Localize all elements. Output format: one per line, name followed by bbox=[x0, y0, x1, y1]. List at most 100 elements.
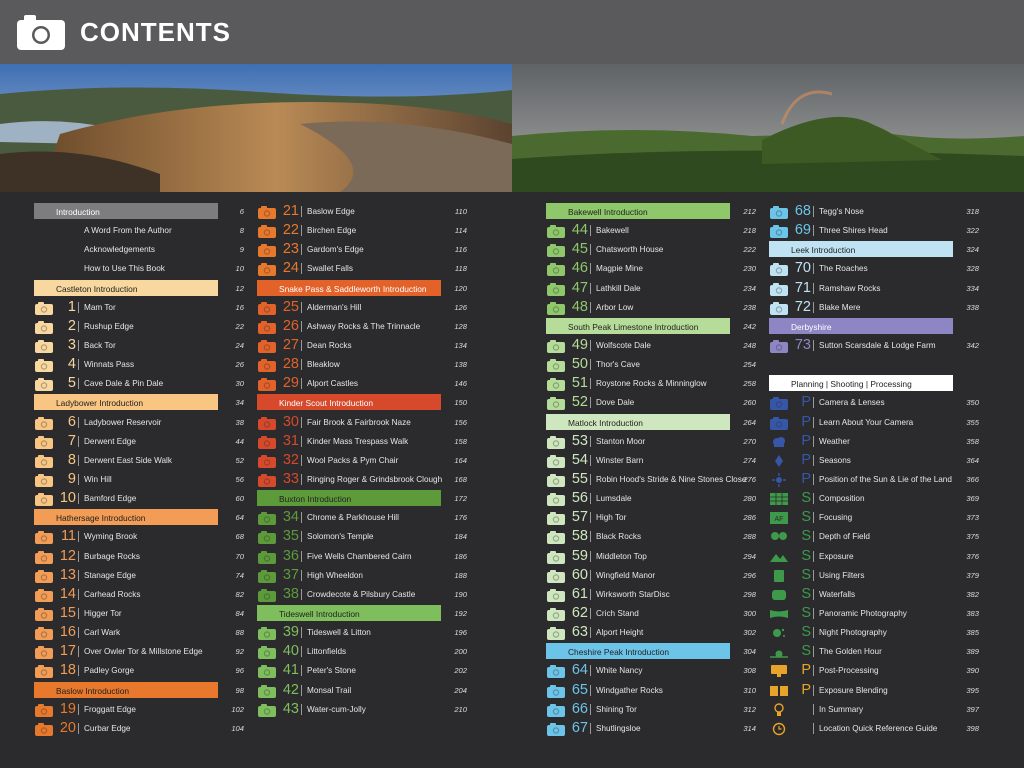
toc-section-heading[interactable]: Tideswell Introduction 192 bbox=[257, 604, 467, 623]
toc-location-entry[interactable]: 61 Wirksworth StarDisc 298 bbox=[546, 585, 756, 604]
toc-location-entry[interactable]: 8 Derwent East Side Walk 52 bbox=[34, 451, 244, 470]
toc-location-entry[interactable]: P Seasons 364 bbox=[769, 451, 979, 470]
toc-section-heading[interactable]: Snake Pass & Saddleworth Introduction 120 bbox=[257, 279, 467, 298]
toc-location-entry[interactable]: 39 Tideswell & Litton 196 bbox=[257, 623, 467, 642]
toc-location-entry[interactable]: 62 Crich Stand 300 bbox=[546, 604, 756, 623]
toc-location-entry[interactable]: P Camera & Lenses 350 bbox=[769, 393, 979, 412]
toc-location-entry[interactable]: S Night Photography 385 bbox=[769, 623, 979, 642]
toc-location-entry[interactable]: S Using Filters 379 bbox=[769, 566, 979, 585]
toc-location-entry[interactable]: P Post-Processing 390 bbox=[769, 661, 979, 680]
toc-location-entry[interactable]: 37 High Wheeldon 188 bbox=[257, 566, 467, 585]
toc-location-entry[interactable]: 31 Kinder Mass Trespass Walk 158 bbox=[257, 432, 467, 451]
toc-location-entry[interactable]: 6 Ladybower Reservoir 38 bbox=[34, 413, 244, 432]
toc-location-entry[interactable]: 34 Chrome & Parkhouse Hill 176 bbox=[257, 508, 467, 527]
toc-section-heading[interactable]: Buxton Introduction 172 bbox=[257, 489, 467, 508]
toc-location-entry[interactable]: In Summary 397 bbox=[769, 700, 979, 719]
toc-location-entry[interactable]: 26 Ashway Rocks & The Trinnacle 128 bbox=[257, 317, 467, 336]
toc-location-entry[interactable]: AF S Focusing 373 bbox=[769, 508, 979, 527]
toc-section-heading[interactable]: Baslow Introduction 98 bbox=[34, 681, 244, 700]
toc-location-entry[interactable]: S The Golden Hour 389 bbox=[769, 642, 979, 661]
toc-entry[interactable]: Acknowledgements 9 bbox=[34, 240, 244, 259]
toc-section-heading[interactable]: Ladybower Introduction 34 bbox=[34, 393, 244, 412]
toc-location-entry[interactable]: 50 Thor's Cave 254 bbox=[546, 355, 756, 374]
toc-section-heading[interactable]: Cheshire Peak Introduction 304 bbox=[546, 642, 756, 661]
toc-location-entry[interactable]: 10 Bamford Edge 60 bbox=[34, 489, 244, 508]
toc-entry[interactable]: A Word From the Author 8 bbox=[34, 221, 244, 240]
toc-location-entry[interactable]: 16 Carl Wark 88 bbox=[34, 623, 244, 642]
toc-location-entry[interactable]: 45 Chatsworth House 222 bbox=[546, 240, 756, 259]
toc-section-heading[interactable]: Kinder Scout Introduction 150 bbox=[257, 393, 467, 412]
toc-location-entry[interactable]: 72 Blake Mere 338 bbox=[769, 298, 979, 317]
toc-location-entry[interactable]: S Composition 369 bbox=[769, 489, 979, 508]
toc-location-entry[interactable]: 17 Over Owler Tor & Millstone Edge 92 bbox=[34, 642, 244, 661]
toc-location-entry[interactable]: 51 Roystone Rocks & Minninglow 258 bbox=[546, 374, 756, 393]
toc-location-entry[interactable]: 5 Cave Dale & Pin Dale 30 bbox=[34, 374, 244, 393]
toc-location-entry[interactable]: 49 Wolfscote Dale 248 bbox=[546, 336, 756, 355]
toc-section-heading[interactable]: South Peak Limestone Introduction 242 bbox=[546, 317, 756, 336]
toc-location-entry[interactable]: 28 Bleaklow 138 bbox=[257, 355, 467, 374]
toc-location-entry[interactable]: 66 Shining Tor 312 bbox=[546, 700, 756, 719]
toc-section-heading[interactable]: Hathersage Introduction 64 bbox=[34, 508, 244, 527]
toc-location-entry[interactable]: 46 Magpie Mine 230 bbox=[546, 259, 756, 278]
toc-location-entry[interactable]: 35 Solomon's Temple 184 bbox=[257, 527, 467, 546]
toc-location-entry[interactable]: 68 Tegg's Nose 318 bbox=[769, 202, 979, 221]
toc-location-entry[interactable]: 52 Dove Dale 260 bbox=[546, 393, 756, 412]
toc-location-entry[interactable]: 55 Robin Hood's Stride & Nine Stones Clos… bbox=[546, 470, 756, 489]
toc-location-entry[interactable]: 54 Winster Barn 274 bbox=[546, 451, 756, 470]
toc-section-heading[interactable]: Planning | Shooting | Processing bbox=[769, 374, 979, 393]
toc-location-entry[interactable]: 44 Bakewell 218 bbox=[546, 221, 756, 240]
toc-location-entry[interactable]: P Position of the Sun & Lie of the Land 36… bbox=[769, 470, 979, 489]
toc-location-entry[interactable]: 70 The Roaches 328 bbox=[769, 259, 979, 278]
toc-entry[interactable]: How to Use This Book 10 bbox=[34, 259, 244, 278]
toc-location-entry[interactable]: 59 Middleton Top 294 bbox=[546, 547, 756, 566]
toc-location-entry[interactable]: 23 Gardom's Edge 116 bbox=[257, 240, 467, 259]
toc-location-entry[interactable]: S Panoramic Photography 383 bbox=[769, 604, 979, 623]
toc-location-entry[interactable]: 71 Ramshaw Rocks 334 bbox=[769, 279, 979, 298]
toc-location-entry[interactable]: 1 Mam Tor 16 bbox=[34, 298, 244, 317]
toc-location-entry[interactable]: 32 Wool Packs & Pym Chair 164 bbox=[257, 451, 467, 470]
toc-location-entry[interactable]: 29 Alport Castles 146 bbox=[257, 374, 467, 393]
toc-location-entry[interactable]: 13 Stanage Edge 74 bbox=[34, 566, 244, 585]
toc-location-entry[interactable]: 7 Derwent Edge 44 bbox=[34, 432, 244, 451]
toc-section-heading[interactable]: Matlock Introduction 264 bbox=[546, 413, 756, 432]
toc-location-entry[interactable]: 2 Rushup Edge 22 bbox=[34, 317, 244, 336]
toc-location-entry[interactable]: 19 Froggatt Edge 102 bbox=[34, 700, 244, 719]
toc-location-entry[interactable]: 53 Stanton Moor 270 bbox=[546, 432, 756, 451]
toc-location-entry[interactable]: 73 Sutton Scarsdale & Lodge Farm 342 bbox=[769, 336, 979, 355]
toc-location-entry[interactable]: 48 Arbor Low 238 bbox=[546, 298, 756, 317]
toc-section-heading[interactable]: Leek Introduction 324 bbox=[769, 240, 979, 259]
toc-location-entry[interactable]: 18 Padley Gorge 96 bbox=[34, 661, 244, 680]
toc-location-entry[interactable]: 56 Lumsdale 280 bbox=[546, 489, 756, 508]
toc-location-entry[interactable]: S Depth of Field 375 bbox=[769, 527, 979, 546]
toc-location-entry[interactable]: 38 Crowdecote & Pilsbury Castle 190 bbox=[257, 585, 467, 604]
toc-location-entry[interactable]: 9 Win Hill 56 bbox=[34, 470, 244, 489]
toc-location-entry[interactable]: 58 Black Rocks 288 bbox=[546, 527, 756, 546]
toc-location-entry[interactable]: 14 Carhead Rocks 82 bbox=[34, 585, 244, 604]
toc-location-entry[interactable]: 65 Windgather Rocks 310 bbox=[546, 681, 756, 700]
toc-location-entry[interactable]: 30 Fair Brook & Fairbrook Naze 156 bbox=[257, 413, 467, 432]
toc-location-entry[interactable]: Location Quick Reference Guide 398 bbox=[769, 719, 979, 738]
toc-location-entry[interactable]: 69 Three Shires Head 322 bbox=[769, 221, 979, 240]
toc-location-entry[interactable]: 27 Dean Rocks 134 bbox=[257, 336, 467, 355]
toc-location-entry[interactable]: 60 Wingfield Manor 296 bbox=[546, 566, 756, 585]
toc-section-heading[interactable]: Introduction 6 bbox=[34, 202, 244, 221]
toc-location-entry[interactable]: P Learn About Your Camera 355 bbox=[769, 413, 979, 432]
toc-location-entry[interactable]: 64 White Nancy 308 bbox=[546, 661, 756, 680]
toc-location-entry[interactable]: 22 Birchen Edge 114 bbox=[257, 221, 467, 240]
toc-section-heading[interactable]: Castleton Introduction 12 bbox=[34, 279, 244, 298]
toc-section-heading[interactable]: Bakewell Introduction 212 bbox=[546, 202, 756, 221]
toc-location-entry[interactable]: S Waterfalls 382 bbox=[769, 585, 979, 604]
toc-location-entry[interactable]: 3 Back Tor 24 bbox=[34, 336, 244, 355]
toc-location-entry[interactable]: 33 Ringing Roger & Grindsbrook Clough 168 bbox=[257, 470, 467, 489]
toc-location-entry[interactable]: 12 Burbage Rocks 70 bbox=[34, 547, 244, 566]
toc-location-entry[interactable]: P Exposure Blending 395 bbox=[769, 681, 979, 700]
toc-location-entry[interactable]: 25 Alderman's Hill 126 bbox=[257, 298, 467, 317]
toc-location-entry[interactable]: 36 Five Wells Chambered Cairn 186 bbox=[257, 547, 467, 566]
toc-location-entry[interactable]: 40 Littonfields 200 bbox=[257, 642, 467, 661]
toc-location-entry[interactable]: 21 Baslow Edge 110 bbox=[257, 202, 467, 221]
toc-location-entry[interactable]: P Weather 358 bbox=[769, 432, 979, 451]
toc-location-entry[interactable]: 42 Monsal Trail 204 bbox=[257, 681, 467, 700]
toc-location-entry[interactable]: 47 Lathkill Dale 234 bbox=[546, 279, 756, 298]
toc-location-entry[interactable]: S Exposure 376 bbox=[769, 547, 979, 566]
toc-location-entry[interactable]: 41 Peter's Stone 202 bbox=[257, 661, 467, 680]
